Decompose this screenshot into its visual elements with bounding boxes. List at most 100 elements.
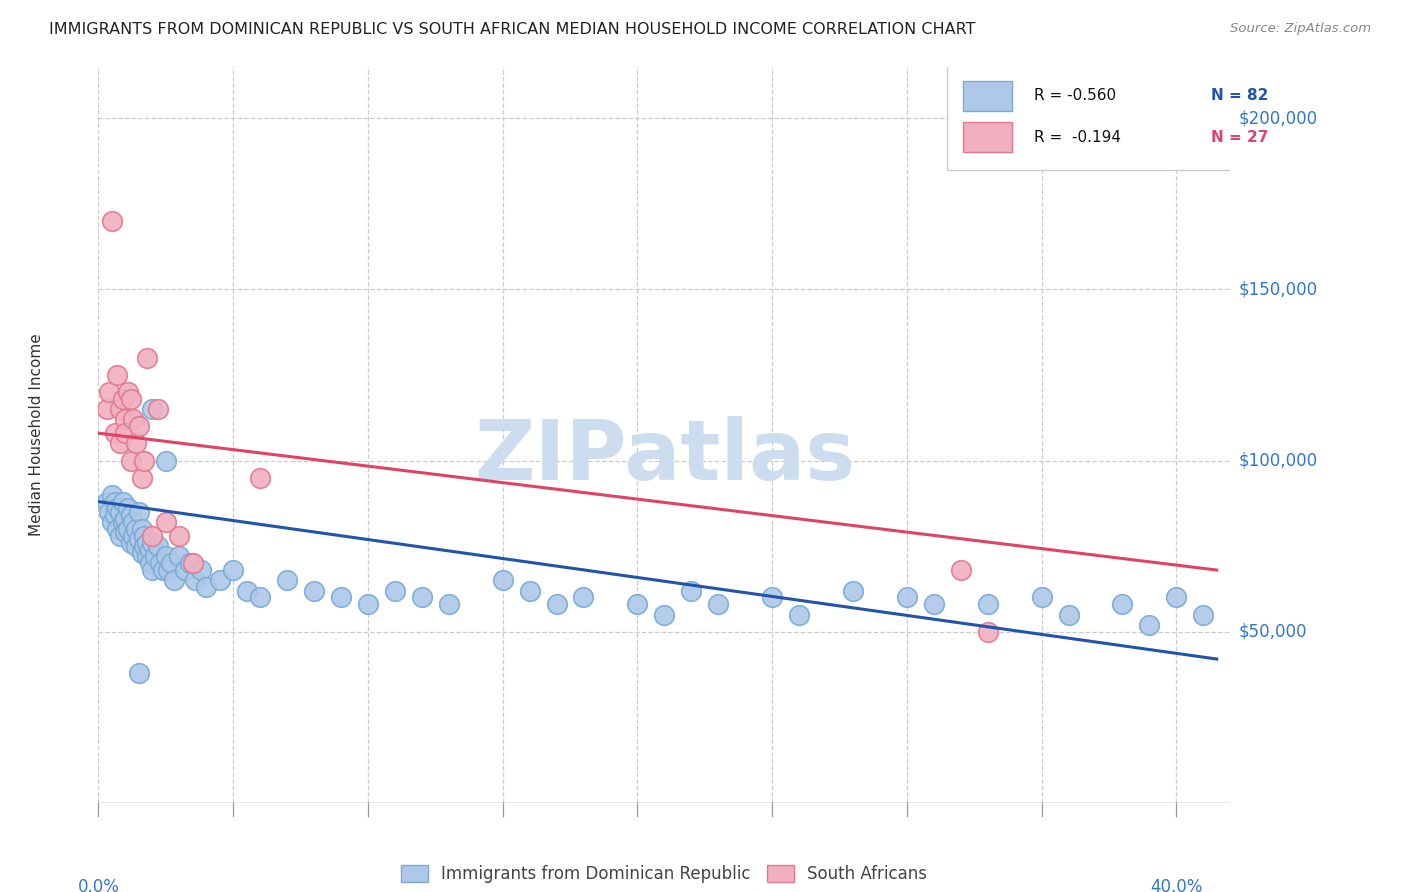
Text: ZIPatlas: ZIPatlas <box>474 417 855 498</box>
Point <box>111 494 134 508</box>
Point <box>111 515 134 529</box>
Point <box>184 574 207 588</box>
Point <box>136 351 159 365</box>
Point <box>949 563 972 577</box>
Point <box>101 515 124 529</box>
Point <box>128 665 150 680</box>
Point <box>128 533 150 547</box>
Text: N = 82: N = 82 <box>1212 88 1268 103</box>
Point <box>98 505 121 519</box>
Point <box>131 522 153 536</box>
Point <box>155 549 177 564</box>
Point <box>141 535 163 549</box>
Point <box>652 607 676 622</box>
Point <box>138 556 160 570</box>
Point <box>787 607 810 622</box>
Point <box>108 505 131 519</box>
Text: $50,000: $50,000 <box>1239 623 1306 640</box>
Point <box>136 535 159 549</box>
Point <box>104 426 127 441</box>
Point <box>108 436 131 450</box>
Point <box>125 436 148 450</box>
Point <box>143 549 166 564</box>
Point <box>114 412 136 426</box>
Legend: Immigrants from Dominican Republic, South Africans: Immigrants from Dominican Republic, Sout… <box>395 859 934 890</box>
Point <box>411 591 433 605</box>
Point <box>117 522 139 536</box>
Point <box>120 453 142 467</box>
Text: $150,000: $150,000 <box>1239 280 1317 299</box>
Point <box>707 597 730 611</box>
Point <box>125 539 148 553</box>
Point <box>157 563 180 577</box>
Point <box>357 597 380 611</box>
Point <box>152 563 174 577</box>
Point <box>120 535 142 549</box>
Text: R = -0.560: R = -0.560 <box>1033 88 1115 103</box>
Point <box>195 580 218 594</box>
Point <box>1192 607 1215 622</box>
Point <box>681 583 703 598</box>
Point <box>108 529 131 543</box>
Point <box>134 453 156 467</box>
Point <box>96 402 118 417</box>
Point <box>149 556 172 570</box>
Point <box>128 419 150 434</box>
Text: $200,000: $200,000 <box>1239 109 1317 128</box>
Point <box>131 470 153 484</box>
Point <box>105 368 128 382</box>
Point <box>976 597 998 611</box>
Point <box>922 597 945 611</box>
Point <box>120 508 142 523</box>
Text: 40.0%: 40.0% <box>1150 878 1202 892</box>
Text: $100,000: $100,000 <box>1239 451 1317 469</box>
Text: R =  -0.194: R = -0.194 <box>1033 129 1121 145</box>
Point <box>146 539 169 553</box>
Point <box>117 501 139 516</box>
Point <box>169 529 191 543</box>
Point <box>101 214 124 228</box>
FancyBboxPatch shape <box>963 121 1012 153</box>
Point <box>190 563 212 577</box>
Point <box>105 501 128 516</box>
Point <box>519 583 541 598</box>
Point <box>179 556 201 570</box>
Point <box>125 522 148 536</box>
Point <box>114 512 136 526</box>
Point <box>976 624 998 639</box>
FancyBboxPatch shape <box>963 80 1012 112</box>
Point <box>163 574 186 588</box>
Point <box>329 591 352 605</box>
Point <box>134 529 156 543</box>
Point <box>222 563 245 577</box>
Point <box>114 426 136 441</box>
Point <box>1031 591 1053 605</box>
Point <box>96 494 118 508</box>
Point <box>104 508 127 523</box>
Point <box>108 402 131 417</box>
Point <box>146 402 169 417</box>
Point <box>249 470 271 484</box>
Point <box>572 591 595 605</box>
Point <box>384 583 406 598</box>
Text: Median Household Income: Median Household Income <box>28 334 44 536</box>
FancyBboxPatch shape <box>948 60 1365 169</box>
Point <box>842 583 865 598</box>
Point <box>141 529 163 543</box>
Point <box>492 574 515 588</box>
Point <box>169 549 191 564</box>
Point <box>98 385 121 400</box>
Point <box>120 392 142 406</box>
Point <box>249 591 271 605</box>
Point <box>141 563 163 577</box>
Point <box>626 597 648 611</box>
Point <box>155 453 177 467</box>
Point <box>141 402 163 417</box>
Point <box>173 563 195 577</box>
Text: IMMIGRANTS FROM DOMINICAN REPUBLIC VS SOUTH AFRICAN MEDIAN HOUSEHOLD INCOME CORR: IMMIGRANTS FROM DOMINICAN REPUBLIC VS SO… <box>49 22 976 37</box>
Point <box>134 539 156 553</box>
Point <box>122 515 145 529</box>
Point <box>117 385 139 400</box>
Point <box>1111 597 1133 611</box>
Text: N = 27: N = 27 <box>1212 129 1268 145</box>
